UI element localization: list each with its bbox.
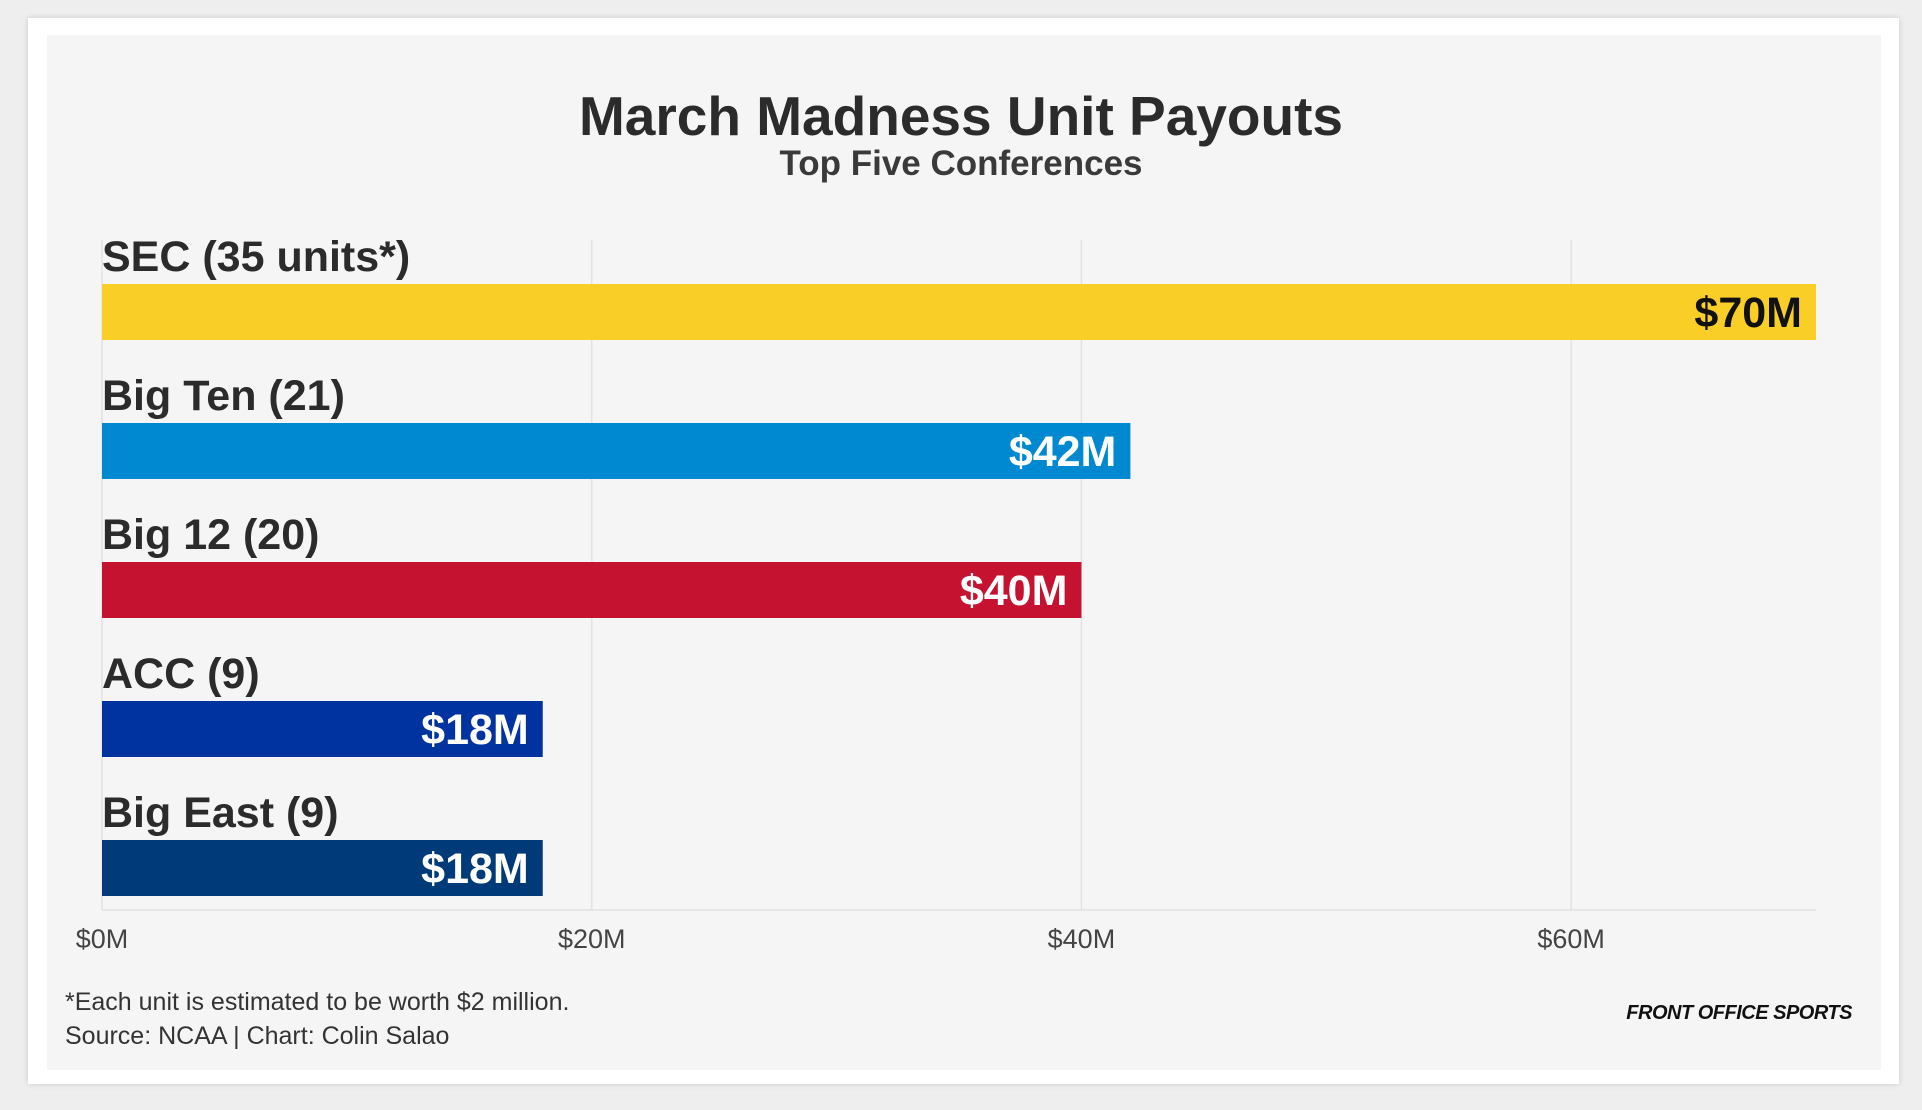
value-label-0: $70M [1694,289,1802,337]
chart-panel [47,35,1881,1070]
x-tick-label-1: $20M [558,924,626,954]
bar-label-3: ACC (9) [102,650,260,698]
bar-3 [102,701,543,757]
x-axis-ticks: $0M $20M $40M $60M [76,924,1605,954]
value-label-2: $40M [960,567,1068,615]
value-label-3: $18M [421,706,529,754]
footnote: *Each unit is estimated to be worth $2 m… [65,985,569,1053]
bar-label-2: Big 12 (20) [102,511,319,559]
front-office-sports-logo: FRONT OFFICE SPORTS [1626,1002,1852,1024]
x-tick-label-3: $60M [1537,924,1605,954]
bar-2 [102,562,1082,618]
source-credit: Source: NCAA | Chart: Colin Salao [65,1022,450,1050]
bars: SEC (35 units*) $70M Big Ten (21) $42M Big 1… [102,233,1816,896]
bar-label-0: SEC (35 units*) [102,233,410,281]
value-label-4: $18M [421,845,529,893]
bar-label-1: Big Ten (21) [102,372,345,420]
bar-chart: SEC (35 units*) $70M Big Ten (21) $42M Big 1… [76,233,1816,954]
bar-label-4: Big East (9) [102,789,339,837]
chart-title: March Madness Unit Payouts [578,85,1344,147]
bar-0 [102,284,1816,340]
bar-4 [102,840,543,896]
unit-note: *Each unit is estimated to be worth $2 m… [65,988,570,1016]
x-tick-label-0: $0M [76,924,129,954]
value-label-1: $42M [1009,428,1117,476]
chart-subtitle: Top Five Conferences [779,144,1143,183]
x-tick-label-2: $40M [1048,924,1116,954]
bar-1 [102,423,1131,479]
